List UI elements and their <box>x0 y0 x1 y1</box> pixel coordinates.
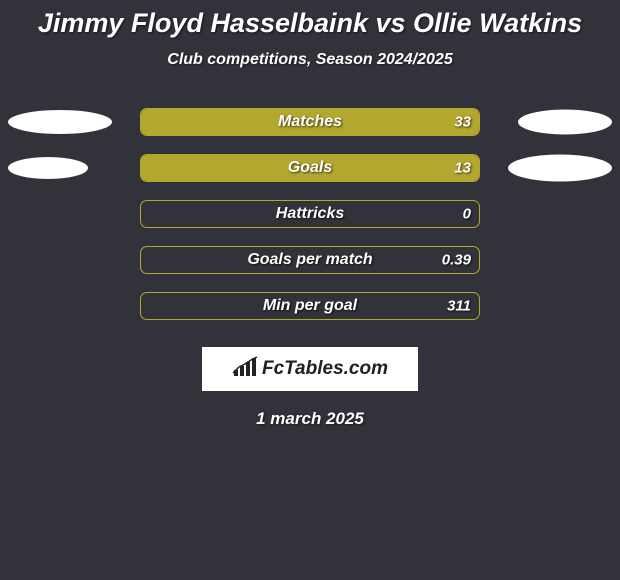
chart-bars-icon <box>232 356 258 383</box>
stat-rows-container: Matches 33 Goals 13 Hattricks 0 Goals per matc… <box>0 99 620 329</box>
stat-row: Goals 13 <box>0 145 620 191</box>
stat-bar: Matches 33 <box>140 108 480 136</box>
stat-value: 33 <box>454 114 471 131</box>
player-right-ellipse <box>508 155 612 182</box>
stat-label: Goals per match <box>247 251 372 269</box>
stat-bar: Hattricks 0 <box>140 200 480 228</box>
stat-value: 0 <box>463 206 471 223</box>
stat-row: Matches 33 <box>0 99 620 145</box>
player-right-ellipse <box>518 110 612 135</box>
player-left-ellipse <box>8 110 112 134</box>
logo-box: FcTables.com <box>202 347 418 391</box>
page-title: Jimmy Floyd Hasselbaink vs Ollie Watkins <box>0 0 620 39</box>
stat-row: Goals per match 0.39 <box>0 237 620 283</box>
date-label: 1 march 2025 <box>0 409 620 429</box>
stat-label: Matches <box>278 113 342 131</box>
stat-value: 311 <box>447 298 471 315</box>
stat-value: 0.39 <box>442 252 471 269</box>
stat-label: Min per goal <box>263 297 357 315</box>
subtitle: Club competitions, Season 2024/2025 <box>0 51 620 69</box>
stat-bar: Goals 13 <box>140 154 480 182</box>
stat-bar: Goals per match 0.39 <box>140 246 480 274</box>
logo-text: FcTables.com <box>262 358 388 380</box>
stat-label: Goals <box>288 159 332 177</box>
stat-row: Hattricks 0 <box>0 191 620 237</box>
stat-label: Hattricks <box>276 205 344 223</box>
player-left-ellipse <box>8 157 88 179</box>
stat-bar: Min per goal 311 <box>140 292 480 320</box>
stat-value: 13 <box>454 160 471 177</box>
stat-row: Min per goal 311 <box>0 283 620 329</box>
